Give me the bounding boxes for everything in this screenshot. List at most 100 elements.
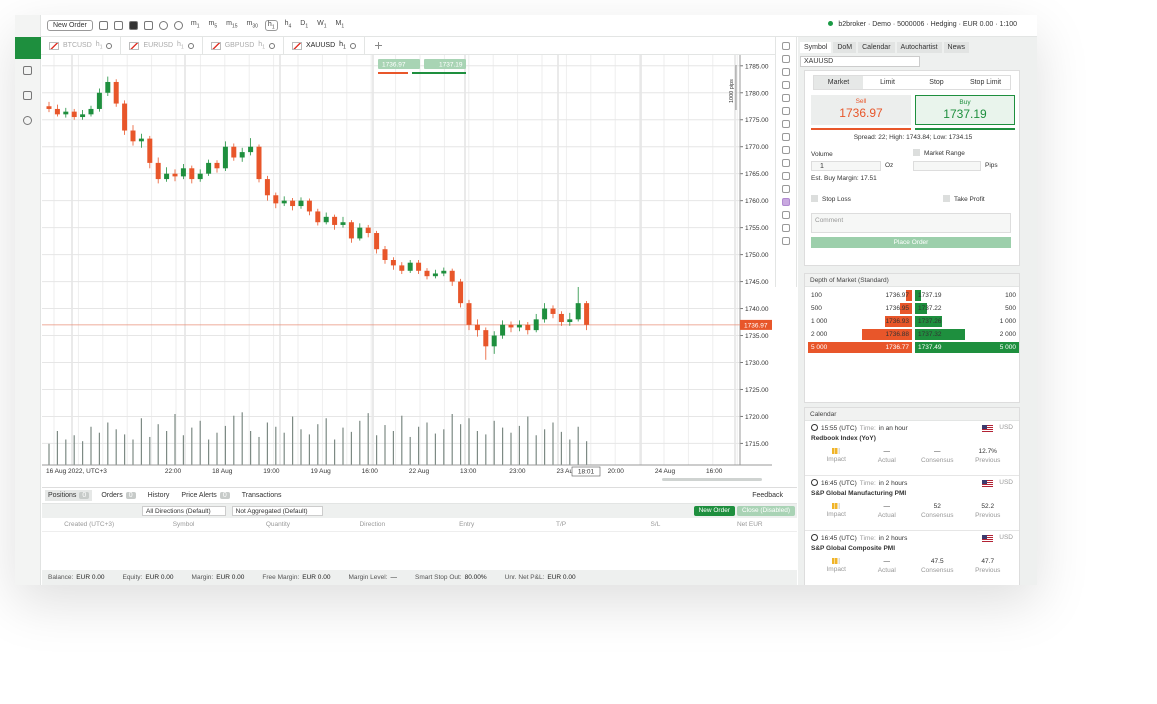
bottom-tab[interactable]: Transactions <box>239 490 285 501</box>
tab-close[interactable] <box>187 42 194 49</box>
tab-timeframe[interactable]: h1 <box>177 41 184 50</box>
timeframe[interactable]: W1 <box>315 20 328 31</box>
tool[interactable] <box>782 42 790 50</box>
take-profit[interactable]: Take Profit <box>943 195 985 203</box>
tab-timeframe[interactable]: h1 <box>339 41 346 50</box>
chart-tab[interactable]: GBPUSD h1 <box>203 36 284 55</box>
pips-input[interactable] <box>913 161 981 171</box>
dom-row[interactable]: 1737.19 100 <box>915 289 1019 302</box>
dom-row[interactable]: 1737.32 2 000 <box>915 328 1019 341</box>
calendar-event[interactable]: 15:55 (UTC) Time: in an hour USD Redbook Ind… <box>805 421 1019 476</box>
column-header[interactable]: T/P <box>556 521 567 528</box>
symbol-select[interactable]: XAUUSD <box>800 56 920 67</box>
tab-close[interactable] <box>268 42 275 49</box>
volume-input[interactable]: 1 <box>811 161 881 171</box>
right-tab[interactable]: Autochartist <box>896 42 942 53</box>
tool[interactable] <box>782 211 790 219</box>
dom-row[interactable]: 100 1736.97 <box>808 289 912 302</box>
dom-row[interactable]: 2 000 1736.88 <box>808 328 912 341</box>
feedback[interactable]: Feedback <box>752 492 783 499</box>
tool[interactable] <box>782 185 790 193</box>
bottom-tab[interactable]: Price Alerts 0 <box>178 490 232 501</box>
tab-close[interactable] <box>349 42 356 49</box>
tab-close[interactable] <box>106 42 113 49</box>
column-header[interactable]: Net EUR <box>736 521 763 528</box>
timeframe[interactable]: h1 <box>264 19 278 32</box>
tool[interactable] <box>782 224 790 232</box>
right-tab[interactable]: DoM <box>833 42 857 53</box>
comment[interactable]: Comment <box>811 213 1011 233</box>
column-header[interactable]: Direction <box>359 521 386 528</box>
chart-tab[interactable]: BTCUSD h1 <box>41 36 122 55</box>
column-header[interactable]: S/L <box>650 521 661 528</box>
tool-icon[interactable] <box>113 21 123 30</box>
tool[interactable] <box>782 172 790 180</box>
side-icon[interactable] <box>23 116 32 125</box>
add-tab[interactable] <box>374 42 382 49</box>
tool[interactable] <box>782 133 790 141</box>
timeframe[interactable]: D1 <box>298 20 310 31</box>
tool-icon[interactable] <box>128 21 138 30</box>
timeframe[interactable]: m5 <box>206 20 219 31</box>
timeframe[interactable]: M1 <box>334 20 347 31</box>
right-tab[interactable]: Calendar <box>858 42 895 53</box>
tool-icon[interactable] <box>98 21 108 30</box>
stop-loss[interactable]: Stop Loss <box>811 195 851 203</box>
bottom-tab[interactable]: History <box>145 490 173 501</box>
tool[interactable] <box>782 107 790 115</box>
tool[interactable] <box>782 237 790 245</box>
side-active-icon[interactable] <box>15 37 41 59</box>
column-header[interactable]: Created (UTC+3) <box>64 521 115 528</box>
tool-icon[interactable] <box>173 21 183 30</box>
dom-row[interactable]: 1737.49 5 000 <box>915 341 1019 354</box>
tool[interactable] <box>782 120 790 128</box>
order-type[interactable]: Stop Limit <box>969 79 1002 86</box>
tab-timeframe[interactable]: h1 <box>96 41 103 50</box>
tool-icon[interactable] <box>143 21 153 30</box>
side-icon[interactable] <box>23 66 32 75</box>
right-tab[interactable]: News <box>943 42 970 53</box>
timeframe[interactable]: h4 <box>283 20 294 31</box>
order-type[interactable]: Market <box>814 76 863 89</box>
tool[interactable] <box>782 159 790 167</box>
chart-tab[interactable]: XAUUSD h1 <box>284 36 365 55</box>
close-button[interactable]: Close (Disabled) <box>736 506 795 516</box>
column-header[interactable]: Symbol <box>172 521 195 528</box>
new-order-button[interactable]: New Order <box>693 506 735 516</box>
tool[interactable] <box>782 68 790 76</box>
filter-select[interactable]: All Directions (Default) <box>142 506 226 516</box>
timeframe[interactable]: m15 <box>224 20 239 31</box>
filter-select[interactable]: Not Aggregated (Default) <box>231 506 323 516</box>
bottom-tab[interactable]: Positions 0 <box>45 490 93 501</box>
tool[interactable] <box>782 198 790 206</box>
column-header[interactable]: Quantity <box>265 521 291 528</box>
calendar-event[interactable]: 16:45 (UTC) Time: in 2 hours USD S&P Global … <box>805 476 1019 531</box>
tool[interactable] <box>782 55 790 63</box>
dom-row[interactable]: 1737.22 500 <box>915 302 1019 315</box>
right-tab[interactable]: Symbol <box>800 42 832 53</box>
tool[interactable] <box>782 146 790 154</box>
bottom-tab[interactable]: Orders 0 <box>98 490 138 501</box>
timeframe[interactable]: m30 <box>245 20 260 31</box>
timeframe[interactable]: m1 <box>189 20 202 31</box>
tool[interactable] <box>782 81 790 89</box>
chart-tab[interactable]: EURUSD h1 <box>121 36 203 55</box>
order-type[interactable]: Stop <box>929 79 944 86</box>
account-info[interactable]: b2broker · Demo · 5000006 · Hedging · EU… <box>828 21 1017 28</box>
dom-row[interactable]: 5 000 1736.77 <box>808 341 912 354</box>
tool-icon[interactable] <box>158 21 168 30</box>
place-order[interactable]: Place Order <box>811 237 1011 248</box>
event-column-label: Actual <box>877 457 896 464</box>
buy-button[interactable]: Buy 1737.19 <box>915 95 1015 125</box>
tab-timeframe[interactable]: h1 <box>258 41 265 50</box>
calendar-event[interactable]: 16:45 (UTC) Time: in 2 hours USD S&P Global … <box>805 531 1019 585</box>
side-icon[interactable] <box>23 91 32 100</box>
new-order-button[interactable]: New Order <box>47 20 93 31</box>
tool[interactable] <box>782 94 790 102</box>
dom-row[interactable]: 500 1736.95 <box>808 302 912 315</box>
sell-button[interactable]: Sell 1736.97 <box>811 95 911 125</box>
order-type[interactable]: Limit <box>880 79 895 86</box>
column-header[interactable]: Entry <box>459 521 475 528</box>
dom-row[interactable]: 1737.26 1 000 <box>915 315 1019 328</box>
dom-row[interactable]: 1 000 1736.93 <box>808 315 912 328</box>
